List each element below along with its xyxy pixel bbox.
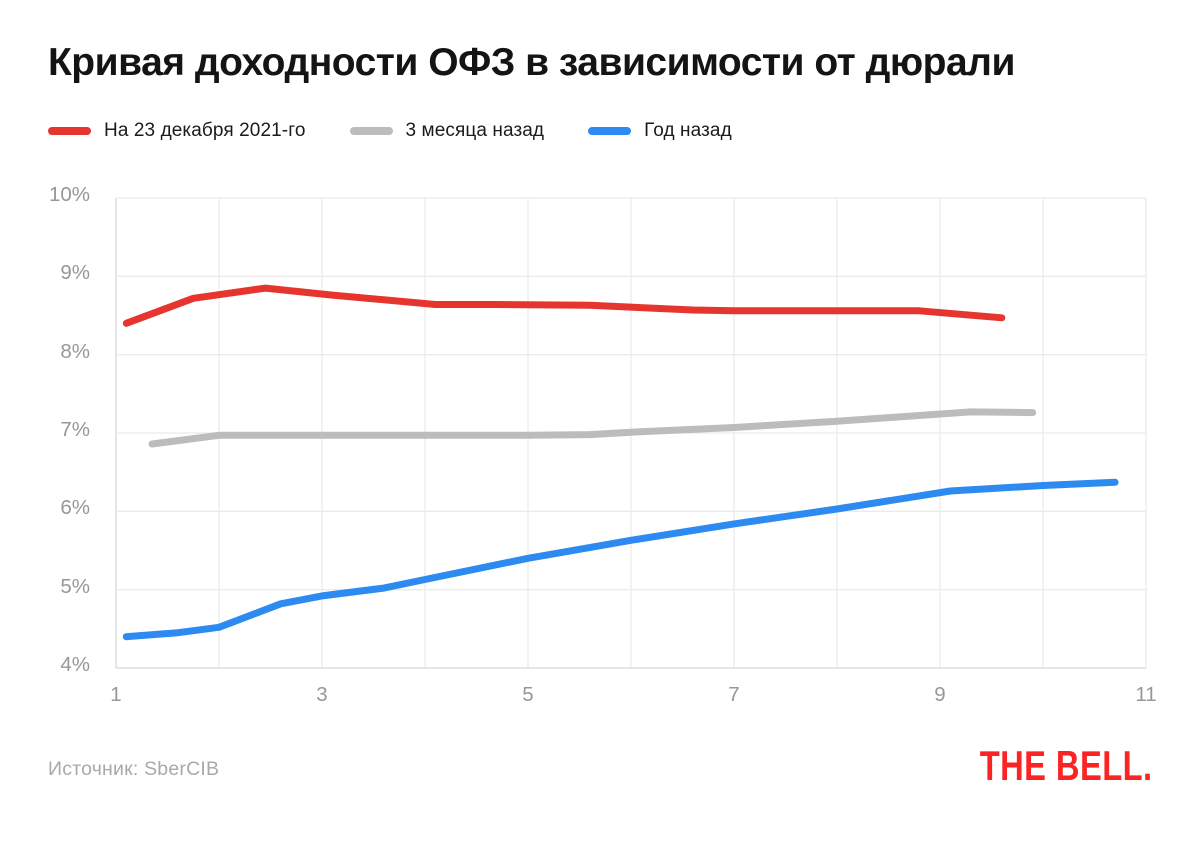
chart-title: Кривая доходности ОФЗ в зависимости от д… <box>48 41 1015 84</box>
series-line-1 <box>148 408 1037 448</box>
y-tick-label: 4% <box>60 653 90 676</box>
y-tick-label: 5% <box>60 574 90 598</box>
legend-label: Год назад <box>644 120 732 141</box>
x-tick-label: 7 <box>728 683 740 706</box>
series-line-0 <box>122 284 1006 327</box>
line-chart <box>115 197 1147 669</box>
y-tick-label: 9% <box>60 261 90 285</box>
legend-item-2: Год назад <box>588 120 732 142</box>
x-tick-label: 9 <box>934 683 946 706</box>
legend-swatch-icon <box>48 127 91 135</box>
x-tick-label: 3 <box>316 683 328 706</box>
y-tick-label: 8% <box>60 339 90 363</box>
legend-item-1: 3 месяца назад <box>349 120 545 142</box>
x-tick-label: 11 <box>1135 683 1157 706</box>
legend: На 23 декабря 2021-го 3 месяца назад Год н… <box>48 117 732 145</box>
the-bell-logo: THE BELL. <box>979 742 1152 789</box>
legend-swatch-icon <box>349 127 393 135</box>
x-tick-label: 5 <box>522 683 534 706</box>
y-tick-label: 7% <box>60 418 90 441</box>
legend-label: На 23 декабря 2021-го <box>104 120 306 141</box>
legend-label: 3 месяца назад <box>405 120 545 141</box>
x-tick-label: 1 <box>110 683 122 706</box>
legend-item-0: На 23 декабря 2021-го <box>48 120 306 142</box>
y-tick-label: 10% <box>48 183 90 206</box>
legend-swatch-icon <box>588 127 632 135</box>
y-tick-label: 6% <box>60 496 90 520</box>
source-label: Источник: SberCIB <box>48 758 220 780</box>
series-line-2 <box>122 478 1119 641</box>
